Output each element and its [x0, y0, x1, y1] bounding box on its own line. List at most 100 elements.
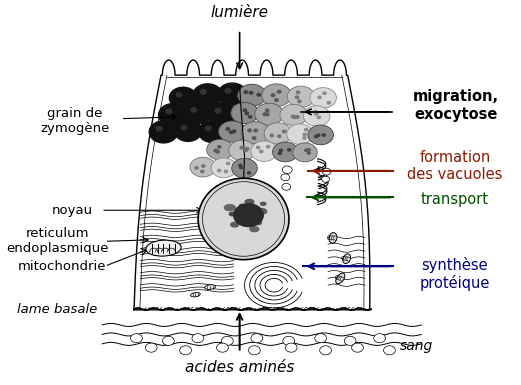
Circle shape [255, 103, 283, 125]
Ellipse shape [329, 233, 337, 243]
Circle shape [234, 204, 263, 226]
Circle shape [240, 166, 243, 169]
Circle shape [217, 343, 228, 352]
Circle shape [315, 135, 318, 138]
Circle shape [225, 170, 228, 172]
Circle shape [245, 112, 249, 115]
Circle shape [304, 106, 330, 126]
Circle shape [249, 346, 260, 355]
Circle shape [175, 120, 202, 141]
Circle shape [230, 131, 233, 134]
Ellipse shape [229, 213, 235, 216]
Circle shape [218, 146, 221, 148]
Circle shape [267, 146, 270, 148]
Ellipse shape [255, 221, 262, 224]
Ellipse shape [257, 209, 267, 214]
Circle shape [293, 116, 296, 119]
Circle shape [286, 343, 297, 352]
Circle shape [218, 121, 246, 142]
Circle shape [266, 109, 269, 112]
Circle shape [320, 346, 331, 355]
Circle shape [199, 121, 227, 142]
Circle shape [248, 129, 251, 132]
Circle shape [232, 130, 236, 132]
Circle shape [310, 88, 337, 108]
Circle shape [184, 102, 212, 124]
Circle shape [282, 166, 292, 174]
Circle shape [280, 104, 307, 126]
Circle shape [296, 91, 300, 94]
Text: synthèse
protéique: synthèse protéique [419, 256, 490, 291]
Polygon shape [134, 60, 370, 310]
Circle shape [264, 123, 292, 144]
Circle shape [181, 126, 187, 130]
Text: transport: transport [421, 192, 489, 207]
Circle shape [193, 84, 222, 107]
Circle shape [296, 116, 299, 118]
Ellipse shape [336, 273, 345, 284]
Circle shape [282, 183, 291, 190]
Circle shape [180, 346, 192, 355]
Circle shape [250, 91, 253, 94]
Ellipse shape [250, 227, 259, 232]
Circle shape [229, 140, 255, 161]
Circle shape [247, 172, 251, 174]
Circle shape [275, 99, 278, 101]
Ellipse shape [260, 202, 266, 205]
Circle shape [262, 84, 291, 107]
Text: acides aminés: acides aminés [185, 360, 294, 375]
Circle shape [383, 346, 395, 355]
Circle shape [191, 108, 196, 112]
Text: lumière: lumière [210, 5, 269, 20]
Circle shape [166, 109, 172, 114]
Circle shape [327, 102, 330, 104]
Circle shape [227, 162, 230, 165]
Circle shape [169, 87, 197, 109]
Circle shape [317, 134, 320, 137]
Circle shape [202, 165, 205, 167]
Circle shape [216, 151, 219, 153]
Circle shape [208, 103, 237, 126]
Circle shape [218, 83, 246, 105]
Circle shape [323, 92, 326, 94]
Circle shape [277, 90, 281, 93]
Text: mitochondrie: mitochondrie [18, 260, 106, 273]
Circle shape [240, 146, 243, 149]
Ellipse shape [240, 204, 244, 207]
Circle shape [263, 113, 267, 116]
Circle shape [226, 128, 230, 130]
Circle shape [279, 149, 282, 152]
Circle shape [259, 150, 263, 153]
Text: formation
des vacuoles: formation des vacuoles [407, 150, 502, 182]
Ellipse shape [225, 204, 235, 211]
Circle shape [256, 146, 259, 149]
Circle shape [214, 149, 217, 152]
Ellipse shape [205, 285, 216, 290]
Circle shape [225, 89, 231, 93]
Circle shape [303, 137, 306, 139]
Circle shape [278, 152, 281, 154]
Circle shape [158, 104, 188, 126]
Circle shape [307, 149, 311, 151]
Text: migration,
exocytose: migration, exocytose [413, 89, 499, 122]
Circle shape [201, 170, 204, 172]
Circle shape [293, 143, 317, 162]
Circle shape [315, 112, 318, 115]
Circle shape [238, 84, 266, 106]
Circle shape [254, 129, 257, 132]
Circle shape [314, 110, 317, 113]
Circle shape [321, 176, 329, 182]
Circle shape [287, 124, 313, 144]
Circle shape [218, 169, 221, 172]
Circle shape [244, 91, 247, 94]
Circle shape [295, 96, 299, 99]
Circle shape [278, 135, 281, 137]
Circle shape [344, 336, 356, 345]
Ellipse shape [245, 199, 254, 204]
Circle shape [305, 129, 308, 131]
Circle shape [374, 334, 386, 343]
Circle shape [305, 149, 308, 151]
Circle shape [272, 142, 298, 162]
Circle shape [288, 149, 291, 151]
Circle shape [163, 336, 175, 345]
